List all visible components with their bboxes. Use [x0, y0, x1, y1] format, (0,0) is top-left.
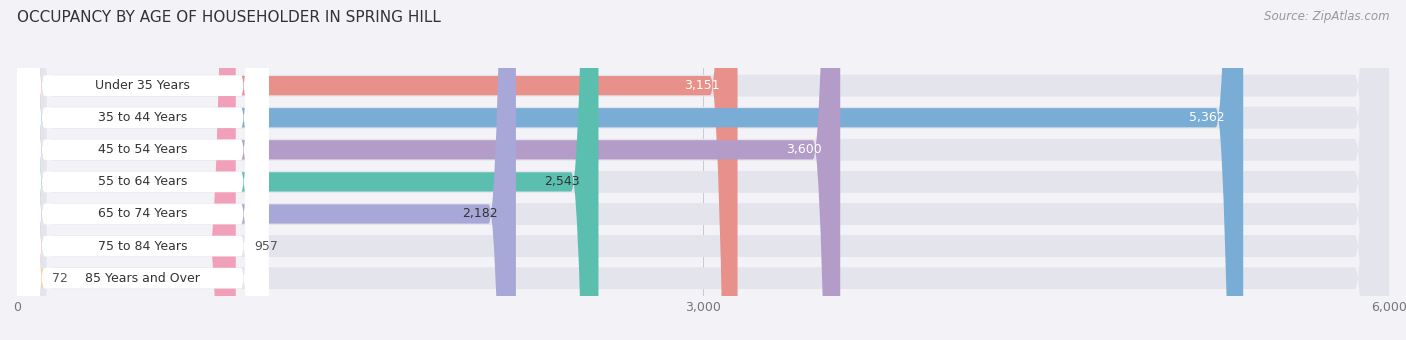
FancyBboxPatch shape [17, 0, 1389, 340]
Text: 85 Years and Over: 85 Years and Over [86, 272, 200, 285]
Text: Source: ZipAtlas.com: Source: ZipAtlas.com [1264, 10, 1389, 23]
FancyBboxPatch shape [17, 0, 269, 340]
Text: 3,600: 3,600 [786, 143, 823, 156]
FancyBboxPatch shape [17, 0, 269, 340]
FancyBboxPatch shape [17, 0, 738, 340]
FancyBboxPatch shape [17, 0, 516, 340]
FancyBboxPatch shape [17, 0, 269, 340]
Text: 957: 957 [254, 240, 278, 253]
FancyBboxPatch shape [17, 0, 1389, 340]
Text: 2,182: 2,182 [463, 207, 498, 220]
Text: OCCUPANCY BY AGE OF HOUSEHOLDER IN SPRING HILL: OCCUPANCY BY AGE OF HOUSEHOLDER IN SPRIN… [17, 10, 440, 25]
Text: 75 to 84 Years: 75 to 84 Years [98, 240, 187, 253]
Text: 45 to 54 Years: 45 to 54 Years [98, 143, 187, 156]
FancyBboxPatch shape [17, 0, 1243, 340]
Text: Under 35 Years: Under 35 Years [96, 79, 190, 92]
Text: 3,151: 3,151 [683, 79, 720, 92]
Text: 65 to 74 Years: 65 to 74 Years [98, 207, 187, 220]
FancyBboxPatch shape [17, 0, 1389, 340]
FancyBboxPatch shape [17, 0, 1389, 340]
FancyBboxPatch shape [17, 0, 269, 340]
Text: 55 to 64 Years: 55 to 64 Years [98, 175, 187, 188]
Text: 2,543: 2,543 [544, 175, 581, 188]
Text: 35 to 44 Years: 35 to 44 Years [98, 111, 187, 124]
FancyBboxPatch shape [17, 0, 236, 340]
FancyBboxPatch shape [17, 0, 269, 340]
FancyBboxPatch shape [17, 0, 1389, 340]
Text: 5,362: 5,362 [1189, 111, 1225, 124]
FancyBboxPatch shape [17, 0, 1389, 340]
FancyBboxPatch shape [17, 0, 269, 340]
FancyBboxPatch shape [17, 0, 269, 340]
FancyBboxPatch shape [17, 0, 841, 340]
Text: 72: 72 [52, 272, 67, 285]
FancyBboxPatch shape [6, 0, 45, 340]
FancyBboxPatch shape [17, 0, 1389, 340]
FancyBboxPatch shape [17, 0, 599, 340]
